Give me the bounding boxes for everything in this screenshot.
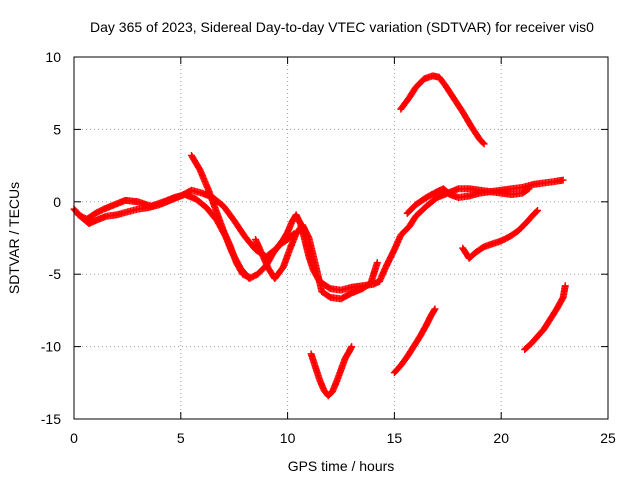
data-series-9 [390,305,439,377]
x-tick-label: 5 [177,430,185,446]
data-point [524,186,532,194]
data-point [561,282,569,290]
y-tick-label: -10 [41,339,61,355]
x-tick-label: 15 [387,430,403,446]
chart-title: Day 365 of 2023, Sidereal Day-to-day VTE… [90,19,594,35]
data-series-7 [459,206,542,262]
data-point [559,176,567,184]
data-point [532,208,540,216]
data-series-8 [307,343,356,400]
data-point [373,259,381,267]
data-point [534,206,542,214]
axis-ticks [73,56,609,420]
x-tick-labels: 0 5 10 15 20 25 [70,430,616,446]
plot-frame [73,56,609,420]
x-tick-label: 0 [70,430,78,446]
data-point [431,305,439,313]
data-series-3 [187,151,253,281]
data-point [430,306,438,314]
data-point [245,273,253,281]
data-series-10 [521,282,569,353]
y-axis-label: SDTVAR / TECUs [6,182,22,294]
data-series-6 [397,72,488,148]
data-point [348,343,356,351]
data-point [479,139,487,147]
y-tick-label: 10 [45,49,61,65]
data-point [525,185,533,193]
x-tick-label: 25 [600,430,616,446]
x-axis-label: GPS time / hours [288,458,395,474]
y-tick-label: 5 [53,121,61,137]
data-points [70,72,569,400]
y-tick-label: 0 [53,194,61,210]
data-series-5 [403,185,533,217]
x-tick-label: 10 [280,430,296,446]
y-tick-label: -5 [49,266,62,282]
data-series-4 [252,221,381,303]
y-tick-label: -15 [41,411,61,427]
data-point [480,140,488,148]
y-tick-labels: -15 -10 -5 0 5 10 [41,49,61,427]
x-tick-label: 20 [493,430,509,446]
